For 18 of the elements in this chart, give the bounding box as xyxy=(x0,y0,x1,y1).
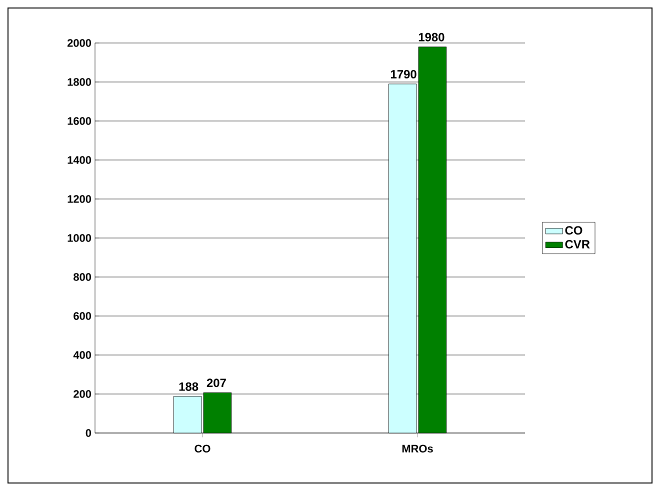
y-tick-label: 600 xyxy=(74,312,92,320)
y-tick-label: 1200 xyxy=(68,195,92,203)
y-tick-label: 1000 xyxy=(68,234,92,242)
legend-label: CVR xyxy=(565,240,590,248)
y-tick-label: 1800 xyxy=(68,78,92,86)
y-tick-label: 1600 xyxy=(68,117,92,125)
y-tick-label: 2000 xyxy=(67,39,92,47)
data-label: 207 xyxy=(206,378,226,388)
y-tick-label: 1400 xyxy=(68,156,92,164)
data-label: 1980 xyxy=(418,32,444,42)
legend-label: CO xyxy=(565,226,582,235)
data-label: 188 xyxy=(179,382,198,391)
y-tick-label: 800 xyxy=(74,273,92,281)
x-tick-label: MROs xyxy=(402,444,433,453)
y-tick-label: 400 xyxy=(73,351,92,359)
y-tick-label: 200 xyxy=(74,390,92,398)
data-label: 1790 xyxy=(391,70,416,78)
y-tick-label: 0 xyxy=(86,429,92,437)
